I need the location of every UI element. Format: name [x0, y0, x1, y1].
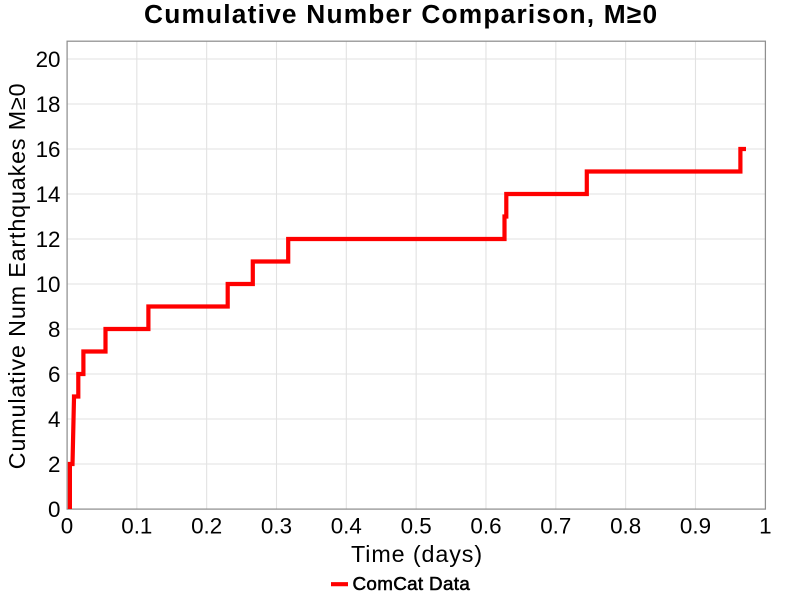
svg-text:ComCat Data: ComCat Data: [353, 573, 471, 594]
svg-text:0.2: 0.2: [191, 514, 222, 539]
svg-text:2: 2: [48, 452, 60, 477]
svg-text:12: 12: [36, 227, 61, 252]
svg-text:1: 1: [759, 514, 771, 539]
svg-text:4: 4: [48, 407, 60, 432]
svg-text:0.3: 0.3: [261, 514, 292, 539]
svg-text:18: 18: [36, 92, 61, 117]
svg-text:20: 20: [36, 47, 61, 72]
svg-text:0.8: 0.8: [610, 514, 641, 539]
svg-text:8: 8: [48, 317, 60, 342]
svg-text:Time (days): Time (days): [351, 541, 483, 567]
svg-text:0.7: 0.7: [540, 514, 571, 539]
svg-text:16: 16: [36, 137, 61, 162]
svg-text:0: 0: [61, 514, 73, 539]
svg-text:Cumulative Number Comparison,: Cumulative Number Comparison, M≥0: [144, 0, 658, 29]
svg-text:10: 10: [36, 272, 61, 297]
svg-text:0.1: 0.1: [121, 514, 152, 539]
svg-text:0.6: 0.6: [470, 514, 501, 539]
svg-text:0.4: 0.4: [331, 514, 362, 539]
svg-text:14: 14: [36, 182, 61, 207]
svg-text:0: 0: [48, 497, 60, 522]
svg-text:Cumulative Num Earthquakes M≥0: Cumulative Num Earthquakes M≥0: [4, 83, 30, 470]
svg-text:0.5: 0.5: [401, 514, 432, 539]
svg-text:0.9: 0.9: [680, 514, 711, 539]
svg-text:6: 6: [48, 362, 60, 387]
